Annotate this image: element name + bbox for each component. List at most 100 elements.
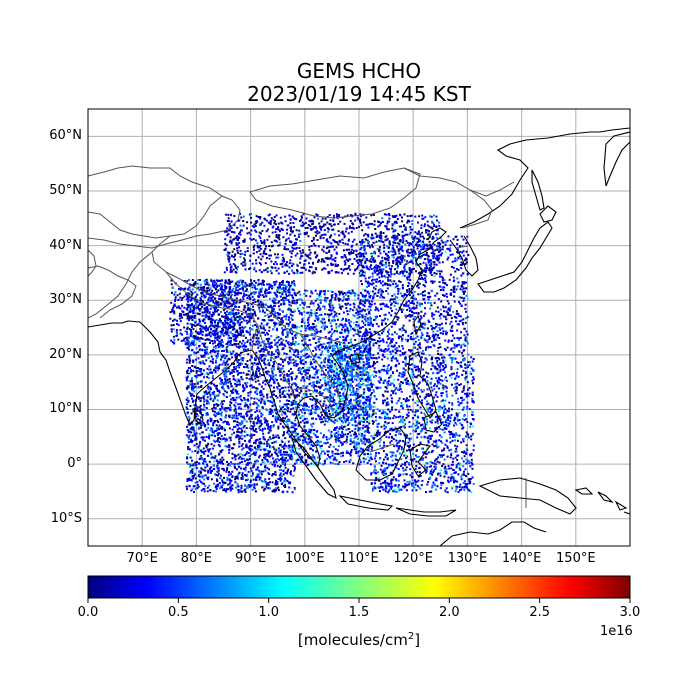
hcho-pixel — [301, 376, 304, 379]
hcho-pixel — [235, 385, 238, 388]
hcho-pixel — [309, 429, 312, 432]
hcho-pixel — [255, 340, 258, 343]
hcho-pixel — [271, 421, 274, 424]
hcho-pixel — [209, 342, 211, 344]
hcho-pixel — [317, 318, 319, 321]
hcho-pixel — [337, 394, 340, 397]
hcho-pixel — [314, 434, 317, 437]
hcho-pixel — [220, 427, 223, 430]
hcho-pixel — [306, 348, 309, 351]
hcho-pixel — [344, 425, 347, 428]
hcho-pixel — [224, 378, 227, 381]
hcho-pixel — [198, 458, 201, 460]
hcho-pixel — [291, 324, 294, 327]
hcho-pixel — [353, 433, 356, 436]
hcho-pixel — [287, 308, 290, 311]
hcho-pixel — [337, 395, 340, 398]
hcho-pixel — [293, 291, 296, 294]
hcho-pixel — [293, 469, 296, 472]
hcho-pixel — [269, 481, 271, 484]
hcho-pixel — [323, 321, 326, 324]
hcho-pixel — [265, 440, 268, 443]
hcho-pixel — [191, 335, 194, 338]
hcho-pixel — [272, 489, 275, 492]
hcho-pixel — [317, 369, 320, 372]
hcho-pixel — [207, 385, 210, 388]
hcho-pixel — [237, 393, 240, 395]
hcho-pixel — [255, 337, 258, 340]
hcho-pixel — [197, 474, 200, 477]
hcho-pixel — [277, 437, 280, 439]
hcho-pixel — [202, 488, 205, 491]
hcho-pixel — [309, 447, 312, 450]
hcho-pixel — [216, 462, 219, 465]
hcho-pixel — [368, 443, 371, 446]
hcho-pixel — [342, 298, 345, 301]
hcho-pixel — [258, 306, 261, 309]
hcho-pixel — [227, 297, 230, 300]
hcho-pixel — [339, 305, 342, 308]
hcho-pixel — [341, 387, 344, 390]
hcho-pixel — [194, 434, 197, 437]
hcho-pixel — [358, 335, 361, 337]
hcho-pixel — [292, 361, 295, 364]
hcho-pixel — [243, 292, 246, 295]
hcho-pixel — [252, 301, 255, 304]
hcho-pixel — [328, 396, 331, 399]
hcho-pixel — [211, 391, 214, 394]
hcho-pixel — [262, 387, 265, 390]
hcho-pixel — [355, 384, 358, 387]
hcho-pixel — [326, 297, 329, 299]
hcho-pixel — [241, 420, 244, 423]
hcho-pixel — [366, 462, 369, 464]
hcho-pixel — [204, 283, 207, 286]
hcho-pixel — [276, 348, 279, 351]
hcho-pixel — [315, 418, 318, 420]
hcho-pixel — [203, 406, 206, 409]
hcho-pixel — [221, 400, 223, 403]
hcho-pixel — [287, 284, 290, 286]
hcho-pixel — [204, 450, 207, 453]
hcho-pixel — [365, 379, 367, 382]
hcho-pixel — [298, 394, 301, 397]
hcho-pixel — [311, 425, 314, 428]
hcho-pixel — [241, 454, 244, 457]
hcho-pixel — [315, 308, 318, 311]
hcho-pixel — [288, 301, 291, 303]
hcho-pixel — [333, 319, 336, 322]
hcho-pixel — [303, 302, 306, 305]
hcho-pixel — [237, 403, 240, 406]
hcho-pixel — [333, 456, 336, 459]
hcho-pixel — [306, 420, 309, 423]
hcho-pixel — [247, 463, 250, 466]
hcho-pixel — [363, 418, 366, 421]
hcho-pixel — [328, 404, 331, 407]
hcho-pixel — [307, 317, 310, 320]
hcho-pixel — [294, 428, 296, 431]
hcho-pixel — [328, 303, 331, 306]
hcho-pixel — [282, 280, 284, 282]
hcho-pixel — [244, 439, 246, 442]
hcho-pixel — [260, 385, 263, 388]
hcho-pixel — [226, 488, 228, 490]
hcho-pixel — [268, 390, 271, 393]
hcho-pixel — [287, 407, 290, 409]
hcho-pixel — [187, 436, 190, 439]
hcho-pixel — [341, 373, 344, 376]
hcho-pixel — [267, 359, 269, 362]
hcho-pixel — [306, 311, 309, 314]
hcho-pixel — [283, 408, 286, 411]
hcho-pixel — [290, 310, 293, 313]
hcho-pixel — [219, 432, 221, 435]
hcho-pixel — [312, 381, 315, 384]
hcho-pixel — [356, 388, 359, 391]
hcho-pixel — [291, 449, 294, 452]
hcho-pixel — [308, 339, 311, 341]
hcho-pixel — [241, 359, 244, 362]
hcho-pixel — [289, 372, 292, 375]
hcho-pixel — [328, 408, 331, 411]
hcho-pixel — [282, 287, 285, 290]
hcho-pixel — [269, 412, 272, 415]
hcho-pixel — [250, 356, 253, 359]
hcho-pixel — [233, 416, 236, 419]
